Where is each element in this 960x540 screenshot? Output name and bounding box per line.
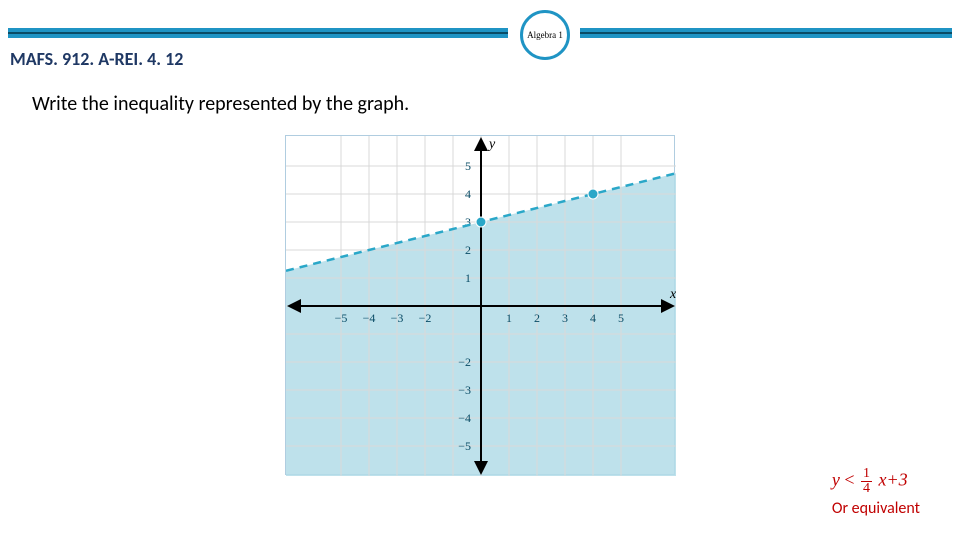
svg-text:5: 5 xyxy=(618,311,624,325)
standard-code: MAFS. 912. A-REI. 4. 12 xyxy=(10,48,183,70)
svg-text:y: y xyxy=(487,137,496,152)
header-rule-right xyxy=(580,28,952,38)
answer-op: < xyxy=(844,470,854,490)
answer-alt: Or equivalent xyxy=(832,499,920,518)
header-rule-left xyxy=(8,28,508,38)
svg-text:−2: −2 xyxy=(419,311,432,325)
svg-text:−3: −3 xyxy=(458,383,471,397)
question-prompt: Write the inequality represented by the … xyxy=(32,92,409,116)
answer-rest: x+3 xyxy=(879,470,908,490)
course-badge: Algebra 1 xyxy=(520,10,570,60)
svg-text:x: x xyxy=(669,287,676,302)
svg-text:−3: −3 xyxy=(391,311,404,325)
svg-text:−5: −5 xyxy=(335,311,348,325)
svg-text:2: 2 xyxy=(465,243,471,257)
answer-text: y < 1 4 x+3 Or equivalent xyxy=(832,467,920,520)
answer-frac-den: 4 xyxy=(861,482,872,496)
answer-frac-num: 1 xyxy=(861,467,872,482)
svg-text:4: 4 xyxy=(590,311,596,325)
svg-text:−2: −2 xyxy=(458,355,471,369)
svg-text:1: 1 xyxy=(506,311,512,325)
svg-text:1: 1 xyxy=(465,271,471,285)
svg-text:−4: −4 xyxy=(458,411,471,425)
answer-fraction: 1 4 xyxy=(861,467,872,496)
answer-lhs: y xyxy=(832,470,840,490)
svg-text:−5: −5 xyxy=(458,439,471,453)
course-badge-text: Algebra 1 xyxy=(527,30,563,40)
inequality-graph: −5−4−3−212345−5−4−3−212345xy xyxy=(285,135,675,475)
svg-text:−4: −4 xyxy=(363,311,376,325)
svg-text:4: 4 xyxy=(465,187,471,201)
svg-text:3: 3 xyxy=(562,311,568,325)
svg-text:2: 2 xyxy=(534,311,540,325)
svg-text:5: 5 xyxy=(465,159,471,173)
